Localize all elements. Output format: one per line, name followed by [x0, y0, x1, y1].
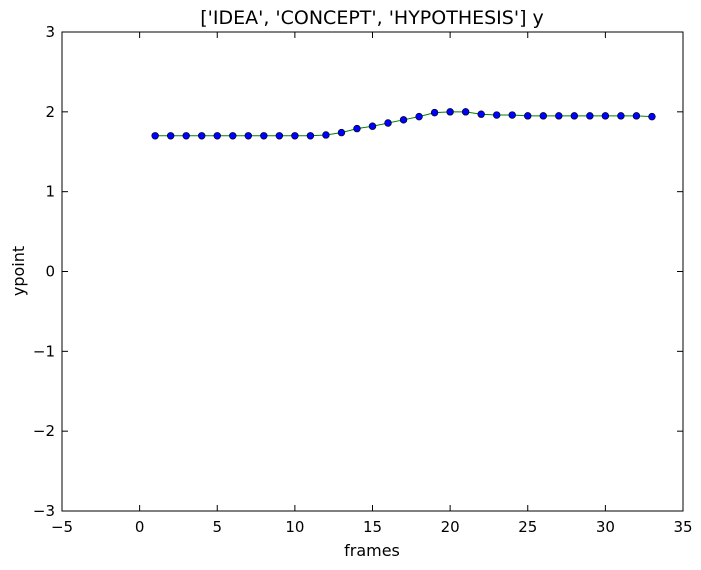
data-point: [555, 112, 563, 120]
plot-area: [151, 108, 656, 140]
x-tick-label: 30: [596, 518, 615, 536]
y-tick-label: 2: [45, 103, 55, 121]
data-point: [586, 112, 594, 120]
y-tick-label: 0: [45, 263, 55, 281]
data-point: [151, 132, 159, 140]
plot-frame: [61, 31, 684, 512]
data-point: [368, 122, 377, 130]
axis-ticks: −5 0 5 10 15 20 25 30 35 −3 −2 −1 0 1 2 3: [33, 23, 693, 536]
x-tick-label: 20: [441, 518, 460, 536]
data-point: [399, 116, 408, 124]
data-point: [601, 112, 610, 120]
x-tick-label: 35: [673, 518, 692, 536]
data-point: [430, 108, 439, 117]
y-tick-label: −2: [33, 422, 55, 440]
data-point: [182, 132, 190, 140]
data-point: [291, 132, 299, 140]
data-point: [461, 108, 470, 116]
data-point: [198, 132, 206, 140]
x-tick-label: 10: [285, 518, 304, 536]
data-point: [306, 132, 315, 140]
y-tick-label: 1: [45, 183, 55, 201]
data-point: [539, 112, 547, 120]
data-point: [244, 132, 253, 140]
data-point: [229, 132, 237, 140]
data-point: [260, 132, 268, 140]
data-point: [570, 112, 579, 120]
data-point: [632, 112, 641, 120]
x-axis-label: frames: [344, 541, 400, 560]
y-tick-label: −3: [33, 502, 55, 520]
data-point: [353, 124, 361, 133]
data-point: [213, 132, 221, 140]
data-point: [166, 132, 175, 140]
data-point: [275, 132, 284, 140]
y-axis-label: ypoint: [9, 246, 28, 296]
data-point: [337, 128, 346, 137]
data-point: [446, 108, 454, 116]
y-tick-label: −1: [33, 342, 55, 360]
chart-title: ['IDEA', 'CONCEPT', 'HYPOTHESIS'] y: [200, 7, 544, 29]
data-point: [524, 112, 532, 120]
data-point: [493, 111, 501, 119]
x-tick-label: 25: [518, 518, 537, 536]
x-tick-label: 5: [212, 518, 222, 536]
data-point: [322, 131, 330, 139]
data-point: [384, 119, 392, 127]
data-point: [477, 110, 485, 118]
data-point: [415, 112, 423, 121]
y-tick-label: 3: [45, 23, 55, 41]
data-point: [648, 112, 656, 121]
data-point: [617, 112, 625, 120]
data-point: [508, 111, 516, 119]
x-tick-label: 0: [135, 518, 145, 536]
x-tick-label: 15: [363, 518, 382, 536]
x-tick-label: −5: [51, 518, 73, 536]
